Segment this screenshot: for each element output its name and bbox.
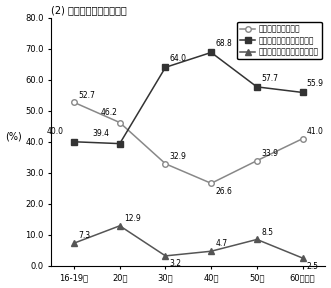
Text: 39.4: 39.4 — [92, 129, 109, 138]
Legend: （ア）手書きにする, （イ）情報機器で打ち出す, アとイのどちらのこともある: （ア）手書きにする, （イ）情報機器で打ち出す, アとイのどちらのこともある — [237, 22, 322, 59]
（イ）情報機器で打ち出す — [72, 140, 76, 143]
Line: （ア）手書きにする: （ア）手書きにする — [71, 100, 306, 186]
Text: 33.9: 33.9 — [261, 149, 278, 158]
アとイのどちらのこともある — [209, 249, 213, 253]
Text: (2) 年賀状のあて名の場合: (2) 年賀状のあて名の場合 — [51, 5, 127, 16]
Text: 4.7: 4.7 — [215, 239, 227, 249]
（ア）手書きにする — [118, 121, 122, 124]
Text: 64.0: 64.0 — [169, 54, 187, 63]
（ア）手書きにする — [301, 137, 305, 140]
Text: 55.9: 55.9 — [307, 79, 324, 88]
Text: 32.9: 32.9 — [169, 152, 186, 161]
Text: 12.9: 12.9 — [124, 214, 141, 223]
アとイのどちらのこともある — [118, 224, 122, 228]
Text: 41.0: 41.0 — [307, 127, 324, 136]
Y-axis label: (%): (%) — [6, 132, 22, 142]
Text: 2.5: 2.5 — [307, 262, 319, 270]
（イ）情報機器で打ち出す — [301, 91, 305, 94]
Text: 26.6: 26.6 — [215, 187, 232, 196]
（ア）手書きにする — [255, 159, 259, 162]
（イ）情報機器で打ち出す — [118, 142, 122, 145]
（ア）手書きにする — [209, 182, 213, 185]
（ア）手書きにする — [72, 101, 76, 104]
Text: 8.5: 8.5 — [261, 228, 273, 237]
アとイのどちらのこともある — [72, 241, 76, 245]
（イ）情報機器で打ち出す — [209, 51, 213, 54]
（ア）手書きにする — [164, 162, 167, 166]
Text: 68.8: 68.8 — [215, 39, 232, 48]
Line: アとイのどちらのこともある: アとイのどちらのこともある — [71, 223, 306, 261]
Text: 40.0: 40.0 — [46, 127, 63, 136]
Line: （イ）情報機器で打ち出す: （イ）情報機器で打ち出す — [71, 50, 306, 146]
アとイのどちらのこともある — [255, 238, 259, 241]
アとイのどちらのこともある — [164, 254, 167, 257]
Text: 57.7: 57.7 — [261, 74, 278, 83]
（イ）情報機器で打ち出す — [255, 85, 259, 89]
（イ）情報機器で打ち出す — [164, 66, 167, 69]
アとイのどちらのこともある — [301, 256, 305, 260]
Text: 46.2: 46.2 — [100, 108, 117, 117]
Text: 7.3: 7.3 — [78, 231, 90, 240]
Text: 3.2: 3.2 — [169, 259, 182, 268]
Text: 52.7: 52.7 — [78, 91, 95, 100]
